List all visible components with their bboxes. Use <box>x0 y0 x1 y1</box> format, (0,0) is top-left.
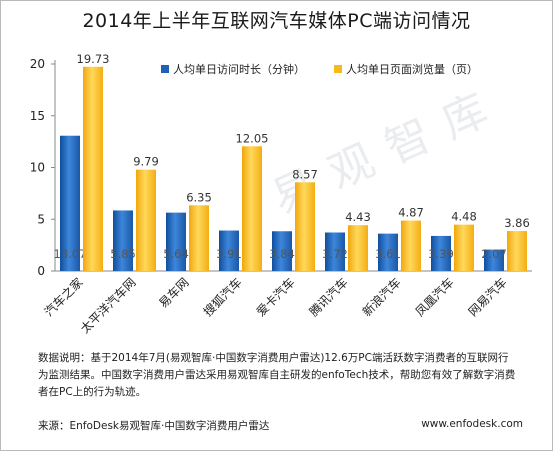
bar-page-views <box>454 224 474 271</box>
legend-label: 人均单日页面浏览量（页） <box>346 62 478 76</box>
data-label: 3.61 <box>375 247 401 261</box>
y-tick-label: 0 <box>37 264 45 278</box>
x-tick-label: 搜狐汽车 <box>200 275 245 320</box>
legend-label: 人均单日访问时长（分钟） <box>173 62 305 76</box>
bar-page-views <box>401 220 421 271</box>
bar-visit-time <box>272 231 292 271</box>
legend-swatch-page-views <box>334 65 342 73</box>
bar-page-views <box>242 146 262 271</box>
bar-page-views <box>136 169 156 271</box>
data-label: 6.35 <box>186 190 212 204</box>
bar-page-views <box>295 182 315 271</box>
bar-visit-time <box>484 249 504 271</box>
data-label: 19.73 <box>77 52 110 66</box>
site-url: www.enfodesk.com <box>421 418 523 430</box>
data-label: 9.79 <box>133 155 159 169</box>
data-label: 4.43 <box>345 210 371 224</box>
bar-page-views <box>507 231 527 271</box>
bar-page-views <box>83 66 103 272</box>
data-label: 3.39 <box>428 247 454 261</box>
data-note: 数据说明：基于2014年7月(易观智库·中国数字消费用户雷达)12.6万PC端活… <box>38 352 516 398</box>
y-tick-label: 5 <box>37 212 45 226</box>
data-source: 来源：EnfoDesk易观智库·中国数字消费用户雷达 <box>38 420 270 432</box>
data-label: 3.72 <box>322 247 348 261</box>
y-tick-label: 20 <box>30 57 45 71</box>
data-label: 13.07 <box>54 247 87 261</box>
x-tick-label: 汽车之家 <box>41 275 86 320</box>
data-label: 4.48 <box>451 210 477 224</box>
x-tick-label: 爱卡汽车 <box>253 275 298 320</box>
x-tick-label: 新浪汽车 <box>359 275 404 320</box>
chart-title: 2014年上半年互联网汽车媒体PC端访问情况 <box>82 10 471 32</box>
bar-visit-time <box>166 212 186 271</box>
x-tick-label: 易车网 <box>156 275 192 311</box>
bar-page-views <box>189 205 209 271</box>
data-label: 5.85 <box>110 247 136 261</box>
bar-visit-time <box>113 210 133 271</box>
data-label: 4.87 <box>398 206 424 220</box>
x-tick-label: 网易汽车 <box>465 275 510 320</box>
data-label: 12.05 <box>236 131 269 145</box>
bar-visit-time <box>219 230 239 271</box>
data-label: 3.86 <box>504 216 530 230</box>
data-label: 3.91 <box>216 247 242 261</box>
y-tick-label: 10 <box>30 161 45 175</box>
data-label: 8.57 <box>292 167 318 181</box>
bar-visit-time <box>378 233 398 271</box>
legend-swatch-visit-time <box>161 65 169 73</box>
x-tick-label: 凤凰汽车 <box>412 275 457 320</box>
bar-visit-time <box>325 232 345 271</box>
x-tick-label: 腾讯汽车 <box>306 275 351 320</box>
bar-visit-time <box>431 235 451 271</box>
bar-visit-time <box>60 135 80 271</box>
y-tick-label: 15 <box>30 109 45 123</box>
data-label: 3.84 <box>269 247 295 261</box>
x-tick-label: 太平洋汽车网 <box>77 275 139 337</box>
data-label: 5.64 <box>163 247 189 261</box>
bar-page-views <box>348 225 368 271</box>
data-label: 2.07 <box>481 247 507 261</box>
